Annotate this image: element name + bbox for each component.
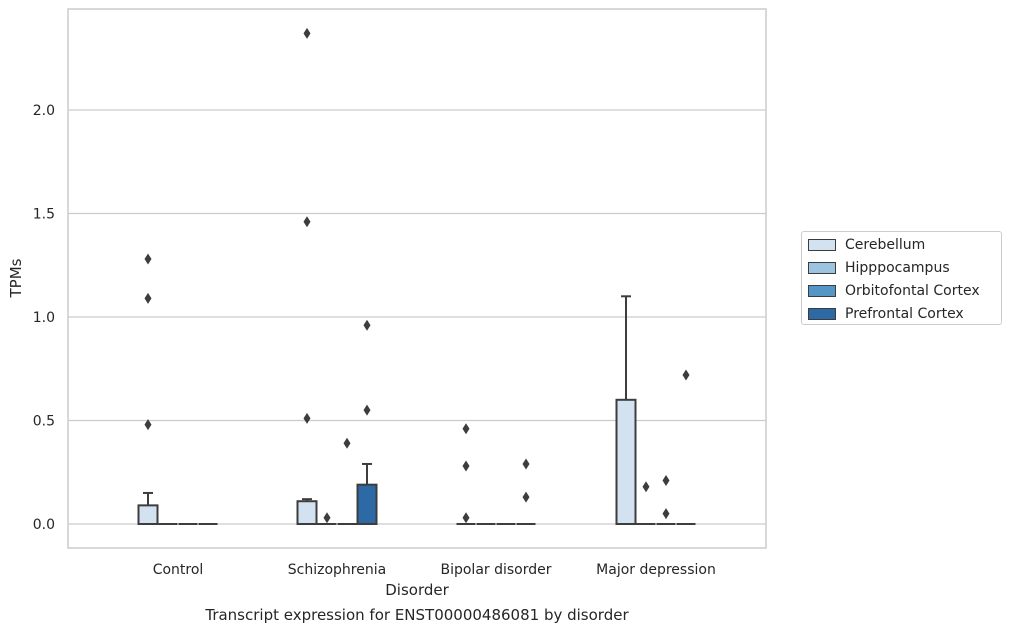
legend-swatch — [808, 239, 836, 251]
legend-label: Hipppocampus — [845, 260, 950, 276]
box-cerebellum-3 — [615, 295, 637, 525]
outlier-point — [522, 458, 530, 470]
outlier-point — [303, 412, 311, 424]
x-tick-label: Bipolar disorder — [440, 562, 551, 578]
outlier-point — [144, 292, 152, 304]
x-tick-labels: Control Schizophrenia Bipolar disorder Majo… — [153, 562, 716, 578]
outlier-point — [343, 437, 351, 449]
legend-swatch — [808, 308, 836, 320]
outlier-point — [144, 419, 152, 431]
grid-lines — [68, 109, 766, 525]
legend: Cerebellum Hipppocampus Orbitofontal Corte… — [801, 231, 1002, 325]
chart-caption: Transcript expression for ENST0000048608… — [205, 606, 629, 624]
outlier-point — [323, 512, 331, 524]
y-tick-label: 1.0 — [33, 310, 55, 326]
outlier-point — [522, 491, 530, 503]
x-axis-label: Disorder — [385, 581, 449, 599]
outlier-point — [662, 508, 670, 520]
legend-item: Orbitofontal Cortex — [808, 283, 980, 299]
outlier-point — [363, 319, 371, 331]
legend-item: Cerebellum — [808, 237, 925, 253]
box-cerebellum-0 — [137, 253, 159, 525]
outlier-point — [303, 27, 311, 39]
legend-label: Orbitofontal Cortex — [845, 283, 980, 299]
x-tick-label: Control — [153, 562, 204, 578]
iqr-box — [296, 500, 318, 526]
outlier-point — [682, 369, 690, 381]
box-prefrontal-cortex-2 — [516, 458, 536, 525]
outlier-point — [144, 253, 152, 265]
iqr-box — [356, 483, 378, 526]
box-prefrontal-cortex-1 — [356, 319, 378, 526]
iqr-box — [137, 504, 159, 525]
legend-swatch — [808, 285, 836, 297]
legend-swatch — [808, 262, 836, 274]
box-cerebellum-2 — [456, 423, 476, 525]
plot-frame — [67, 8, 767, 549]
legend-item: Prefrontal Cortex — [808, 306, 964, 322]
y-tick-label: 2.0 — [33, 103, 55, 119]
legend-label: Cerebellum — [845, 237, 926, 253]
outlier-point — [662, 475, 670, 487]
outlier-point — [462, 423, 470, 435]
y-tick-label: 0.5 — [33, 414, 55, 430]
y-axis-label: TPMs — [7, 258, 25, 298]
outlier-point — [303, 216, 311, 228]
outlier-point — [642, 481, 650, 493]
boxes — [137, 27, 696, 526]
outlier-point — [462, 460, 470, 472]
outlier-point — [363, 404, 371, 416]
y-tick-label: 1.5 — [33, 207, 55, 223]
box-prefrontal-cortex-3 — [676, 369, 696, 525]
y-tick-label: 0.0 — [33, 517, 55, 533]
box-hipppocampus-1 — [317, 512, 337, 525]
box-hipppocampus-3 — [636, 481, 656, 525]
x-tick-label: Schizophrenia — [288, 562, 386, 578]
legend-item: Hipppocampus — [808, 260, 950, 276]
box-orbitofontal-cortex-1 — [337, 437, 357, 525]
y-tick-labels: 0.0 0.5 1.0 1.5 2.0 — [33, 103, 55, 533]
box-cerebellum-1 — [296, 27, 318, 526]
x-tick-label: Major depression — [596, 562, 716, 578]
legend-label: Prefrontal Cortex — [845, 306, 964, 322]
iqr-box — [615, 398, 637, 525]
outlier-point — [462, 512, 470, 524]
box-orbitofontal-cortex-3 — [656, 475, 676, 525]
